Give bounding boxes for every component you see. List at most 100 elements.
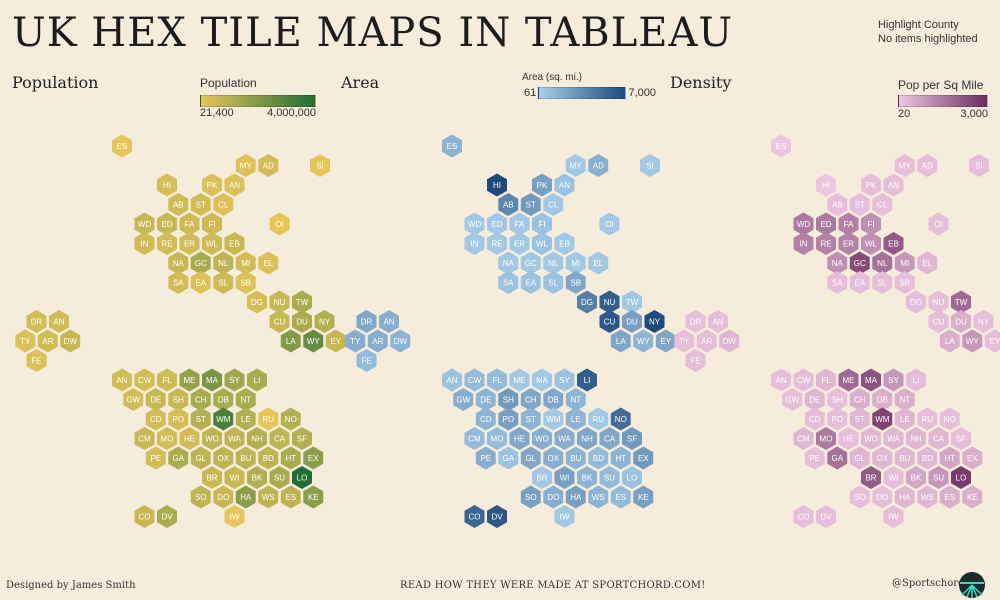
area-hex-bd[interactable] bbox=[588, 446, 609, 470]
population-hex-ny[interactable] bbox=[314, 310, 335, 333]
density-hex-an[interactable] bbox=[883, 173, 904, 197]
density-hex-dg[interactable] bbox=[906, 290, 926, 314]
population-hex-cm[interactable] bbox=[134, 427, 155, 450]
population-hex-iw[interactable] bbox=[224, 505, 245, 528]
population-hex-ha[interactable] bbox=[235, 485, 256, 509]
area-hex-pe[interactable] bbox=[475, 446, 496, 470]
population-hex-pk[interactable] bbox=[202, 173, 222, 197]
area-hex-sf[interactable] bbox=[622, 427, 642, 450]
area-hex-fa[interactable] bbox=[509, 212, 530, 236]
density-hex-la[interactable] bbox=[939, 329, 960, 353]
density-hex-oi[interactable] bbox=[928, 212, 949, 236]
density-hex-wm[interactable] bbox=[872, 407, 893, 431]
area-hex-li[interactable] bbox=[577, 368, 597, 392]
population-hex-wl[interactable] bbox=[202, 232, 222, 255]
area-hex-bu[interactable] bbox=[565, 446, 586, 470]
population-hex-mi[interactable] bbox=[235, 251, 256, 275]
area-hex-nu[interactable] bbox=[599, 290, 620, 314]
population-hex-ca[interactable] bbox=[269, 427, 290, 450]
population-hex-an[interactable] bbox=[112, 368, 132, 392]
density-hex-sl[interactable] bbox=[872, 271, 893, 294]
population-hex-sh[interactable] bbox=[168, 388, 189, 411]
population-hex-cw[interactable] bbox=[134, 368, 155, 392]
area-hex-pk[interactable] bbox=[532, 173, 552, 197]
population-hex-bk[interactable] bbox=[247, 466, 267, 489]
area-hex-no[interactable] bbox=[610, 407, 631, 431]
population-hex-ey[interactable] bbox=[325, 329, 346, 353]
area-hex-po[interactable] bbox=[498, 407, 519, 431]
population-hex-nt[interactable] bbox=[235, 388, 256, 411]
area-hex-gc[interactable] bbox=[520, 251, 541, 275]
density-hex-sa[interactable] bbox=[827, 271, 848, 294]
population-hex-db[interactable] bbox=[213, 388, 234, 411]
population-hex-eb[interactable] bbox=[224, 232, 245, 255]
density-hex-cd[interactable] bbox=[804, 407, 825, 431]
area-hex-ad[interactable] bbox=[588, 154, 609, 177]
area-hex-ex[interactable] bbox=[633, 446, 654, 470]
area-hex-in[interactable] bbox=[464, 232, 485, 255]
density-hex-so[interactable] bbox=[849, 485, 870, 509]
population-hex-my[interactable] bbox=[235, 154, 256, 177]
area-hex-me[interactable] bbox=[509, 368, 530, 392]
area-hex-wi[interactable] bbox=[554, 466, 575, 489]
area-hex-tw[interactable] bbox=[622, 290, 642, 314]
density-hex-he[interactable] bbox=[838, 427, 859, 450]
population-hex-nh[interactable] bbox=[247, 427, 267, 450]
density-hex-wy[interactable] bbox=[962, 329, 983, 353]
population-hex-su[interactable] bbox=[269, 466, 290, 489]
population-hex-ch[interactable] bbox=[190, 388, 211, 411]
area-hex-gl[interactable] bbox=[520, 446, 541, 470]
population-hex-sl[interactable] bbox=[213, 271, 234, 294]
density-hex-ma[interactable] bbox=[861, 368, 881, 392]
area-hex-ea[interactable] bbox=[520, 271, 541, 294]
area-hex-fe[interactable] bbox=[356, 349, 377, 372]
area-hex-es[interactable] bbox=[442, 134, 462, 158]
density-hex-br[interactable] bbox=[861, 466, 881, 489]
population-hex-na[interactable] bbox=[168, 251, 189, 275]
density-hex-ga[interactable] bbox=[827, 446, 848, 470]
population-hex-dr[interactable] bbox=[26, 310, 47, 333]
population-hex-bd[interactable] bbox=[258, 446, 279, 470]
density-hex-fa[interactable] bbox=[838, 212, 859, 236]
population-hex-me[interactable] bbox=[179, 368, 200, 392]
population-hex-dw[interactable] bbox=[60, 329, 81, 353]
population-hex-gw[interactable] bbox=[123, 388, 144, 411]
population-hex-fi[interactable] bbox=[202, 212, 222, 236]
population-hex-so[interactable] bbox=[190, 485, 211, 509]
area-hex-he[interactable] bbox=[509, 427, 530, 450]
area-hex-ma[interactable] bbox=[532, 368, 552, 392]
population-hex-gl[interactable] bbox=[190, 446, 211, 470]
population-hex-es[interactable] bbox=[280, 485, 301, 509]
population-hex-fa[interactable] bbox=[179, 212, 200, 236]
area-hex-an[interactable] bbox=[554, 173, 575, 197]
area-hex-sa[interactable] bbox=[498, 271, 519, 294]
area-hex-sl[interactable] bbox=[543, 271, 564, 294]
area-hex-cw[interactable] bbox=[464, 368, 485, 392]
area-hex-ru[interactable] bbox=[588, 407, 609, 431]
area-hex-bk[interactable] bbox=[577, 466, 597, 489]
area-hex-ch[interactable] bbox=[520, 388, 541, 411]
area-hex-du[interactable] bbox=[622, 310, 642, 333]
area-hex-cu[interactable] bbox=[599, 310, 620, 333]
area-hex-my[interactable] bbox=[565, 154, 586, 177]
density-hex-li[interactable] bbox=[906, 368, 926, 392]
area-hex-ht[interactable] bbox=[610, 446, 631, 470]
density-hex-es[interactable] bbox=[939, 485, 960, 509]
density-hex-fl[interactable] bbox=[816, 368, 836, 392]
area-hex-st[interactable] bbox=[520, 407, 541, 431]
area-hex-so[interactable] bbox=[520, 485, 541, 509]
population-hex-ex[interactable] bbox=[303, 446, 324, 470]
population-hex-ru[interactable] bbox=[258, 407, 279, 431]
area-hex-dg[interactable] bbox=[577, 290, 597, 314]
area-hex-an[interactable] bbox=[442, 368, 462, 392]
area-hex-si[interactable] bbox=[640, 154, 660, 177]
area-hex-dw[interactable] bbox=[390, 329, 411, 353]
area-hex-sh[interactable] bbox=[498, 388, 519, 411]
population-hex-wi[interactable] bbox=[224, 466, 245, 489]
density-hex-ab[interactable] bbox=[827, 193, 848, 216]
density-hex-sy[interactable] bbox=[883, 368, 904, 392]
highlight-county-filter[interactable]: Highlight County No items highlighted bbox=[878, 18, 978, 46]
density-hex-ea[interactable] bbox=[849, 271, 870, 294]
population-hex-ad[interactable] bbox=[258, 154, 279, 177]
density-hex-dr[interactable] bbox=[685, 310, 706, 333]
